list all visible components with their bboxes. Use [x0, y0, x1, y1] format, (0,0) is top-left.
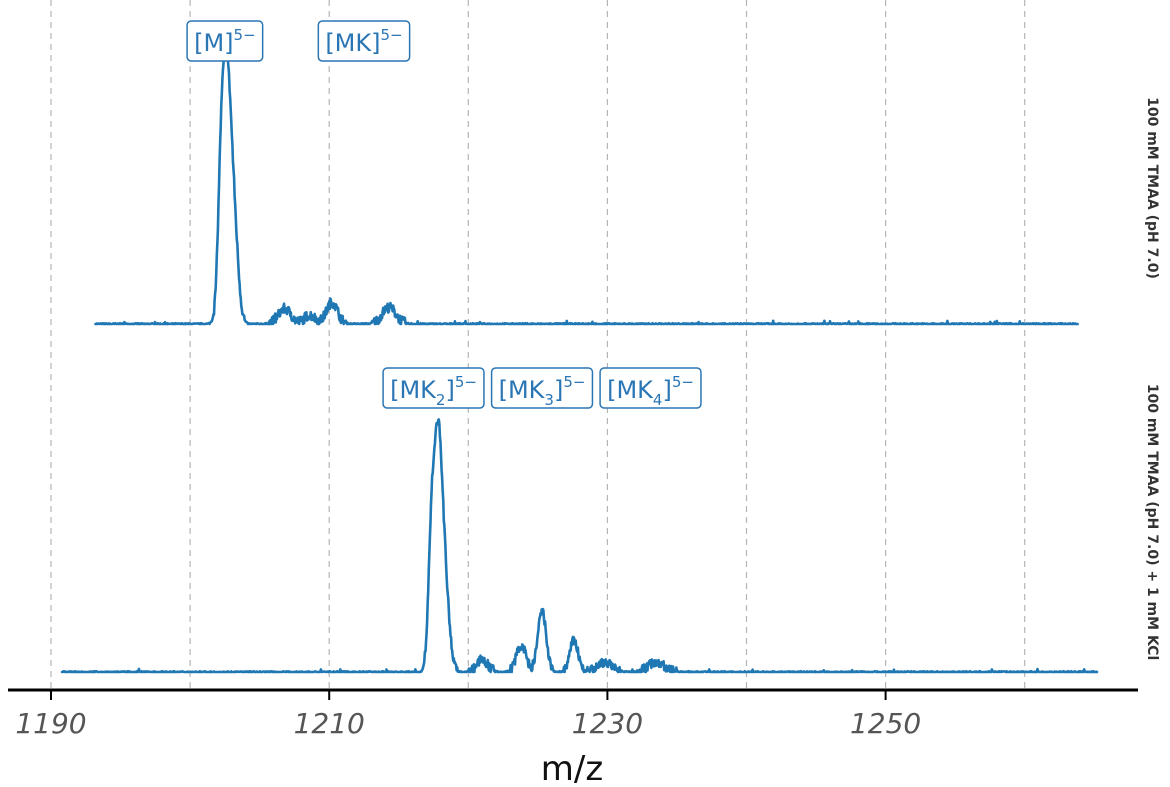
- peak-label-sup: 5−: [563, 373, 585, 391]
- peak-label-sup: 5−: [672, 373, 694, 391]
- x-tick-label: 1250: [850, 707, 921, 740]
- peak-label-base: [MK: [607, 376, 654, 404]
- peak-label-base: [MK: [499, 376, 546, 404]
- peak-label: [MK3]5−: [490, 367, 594, 409]
- peak-label-box: [599, 367, 702, 409]
- peak-label-box: [490, 367, 594, 409]
- peak-label: [MK2]5−: [382, 367, 485, 409]
- peak-label-base: [MK]: [325, 29, 380, 57]
- peak-label-box: [382, 367, 485, 409]
- peak-annotations: [M]5− [MK]5−[MK2]5− [MK3]5− [MK4]5−: [186, 20, 702, 409]
- x-axis-title: m/z: [541, 749, 603, 787]
- peak-label-sub: 3: [544, 391, 554, 409]
- svg-text:[MK4]5−: [MK4]5−: [607, 373, 694, 409]
- peak-label-close: ]: [554, 376, 563, 404]
- peak-label-box: [317, 20, 411, 62]
- peak-label-base: [M]: [194, 29, 233, 57]
- peak-label-sup: 5−: [234, 26, 256, 44]
- peak-label-close: ]: [445, 376, 454, 404]
- spectrum-trace-panel-1: [94, 45, 1079, 326]
- svg-text:[MK2]5−: [MK2]5−: [390, 373, 477, 409]
- peak-label: [MK]5−: [317, 20, 411, 62]
- svg-text:[M]5−: [M]5−: [194, 26, 256, 57]
- panel-label-1: 100 mM TMAA (pH 7.0): [1144, 97, 1160, 279]
- peak-label-sup: 5−: [380, 26, 402, 44]
- peak-label: [MK4]5−: [599, 367, 702, 409]
- spectrum-traces: [60, 45, 1099, 674]
- svg-text:[MK]5−: [MK]5−: [325, 26, 402, 57]
- spectrum-trace-panel-2: [60, 418, 1099, 674]
- svg-text:[MK3]5−: [MK3]5−: [499, 373, 586, 409]
- x-tick-label: 1190: [15, 707, 86, 740]
- peak-label-base: [MK: [390, 376, 437, 404]
- peak-label-box: [186, 20, 264, 62]
- panel-label-2: 100 mM TMAA (pH 7.0) + 1 mM KCl: [1144, 384, 1160, 661]
- peak-label-close: ]: [662, 376, 671, 404]
- peak-label: [M]5−: [186, 20, 264, 62]
- x-axis: 1190 1210 1230 1250 m/z: [8, 688, 1138, 787]
- peak-label-sub: 4: [653, 391, 663, 409]
- x-tick-label: 1210: [294, 707, 365, 740]
- peak-label-sub: 2: [436, 391, 446, 409]
- x-tick-label: 1230: [572, 707, 643, 740]
- panel-strip-labels: 100 mM TMAA (pH 7.0) 100 mM TMAA (pH 7.0)…: [1144, 97, 1160, 660]
- grid-lines: [50, 0, 1026, 688]
- peak-label-sup: 5−: [455, 373, 477, 391]
